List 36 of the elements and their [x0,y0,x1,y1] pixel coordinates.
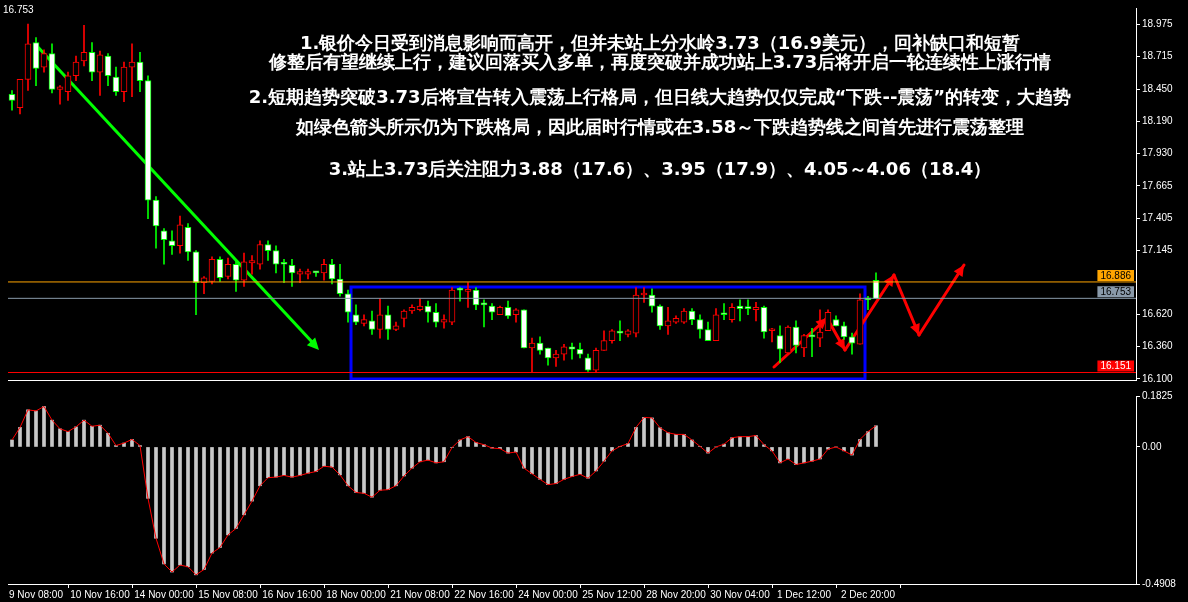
y-tick-label: 17.930 [1142,147,1174,159]
x-tick-label: 24 Nov 00:00 [518,588,579,600]
x-tick-label: 21 Nov 08:00 [390,588,451,600]
x-tick-label: 1 Dec 12:00 [777,588,832,600]
y-tick-label: 18.975 [1142,18,1174,30]
y-tick-label: -0.4908 [1142,577,1177,589]
ref-line-label: 16.886 [1100,269,1132,281]
x-tick-label: 16 Nov 16:00 [262,588,323,600]
y-tick-label: 17.665 [1142,179,1174,191]
x-tick-label: 14 Nov 00:00 [134,588,195,600]
annotation: 1.银价今日受到消息影响而高开，但并未站上分水岭3.73（16.9美元），回补缺口和短暂 [299,31,1021,53]
y-tick-label: 16.100 [1142,372,1174,384]
y-tick-label: 18.450 [1142,83,1174,95]
y-tick-label: 0.00 [1142,440,1162,452]
y-tick-label: 18.190 [1142,115,1174,127]
x-tick-label: 2 Dec 20:00 [841,588,896,600]
x-tick-label: 30 Nov 04:00 [710,588,771,600]
annotation: 16.753 [3,3,35,15]
x-tick-label: 10 Nov 16:00 [70,588,131,600]
y-tick-label: 16.360 [1142,340,1174,352]
y-tick-label: 18.715 [1142,50,1174,62]
x-tick-label: 22 Nov 16:00 [454,588,515,600]
y-tick-label: 16.620 [1142,308,1174,320]
y-tick-label: 0.1825 [1142,389,1174,401]
x-tick-label: 28 Nov 20:00 [646,588,707,600]
ref-line-label: 16.753 [1100,286,1132,298]
x-tick-label: 9 Nov 08:00 [9,588,64,600]
annotation: 2.短期趋势突破3.73后将宣告转入震荡上行格局，但日线大趋势仅仅完成“下跌--震荡”的转变，大趋势 [248,85,1072,107]
x-tick-label: 15 Nov 08:00 [198,588,259,600]
annotation: 如绿色箭头所示仍为下跌格局，因此届时行情或在3.58～下跌趋势线之间首先进行震荡整理 [294,115,1025,137]
annotation: 3.站上3.73后关注阻力3.88（17.6）、3.95（17.9）、4.05～4.06（18.4） [328,157,992,179]
ref-line-label: 16.151 [1100,360,1132,372]
x-tick-label: 25 Nov 12:00 [582,588,643,600]
y-tick-label: 17.405 [1142,211,1174,223]
y-tick-label: 17.145 [1142,243,1174,255]
x-tick-label: 18 Nov 00:00 [326,588,387,600]
